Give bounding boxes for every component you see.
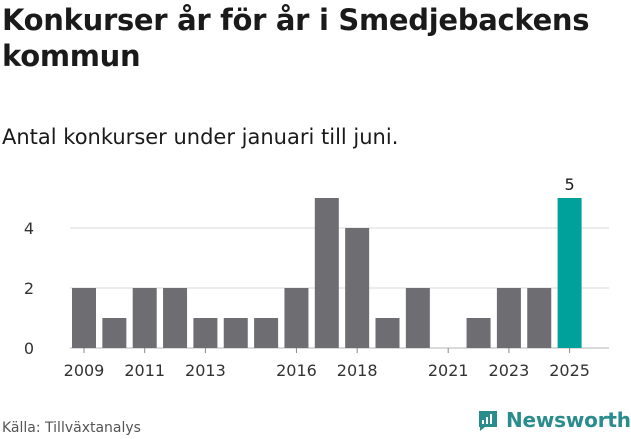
bar-2015 [254, 318, 279, 348]
bar-chart: 0 2 4 2009 2011 2013 2016 2018 2021 2023 5 2025 [24, 175, 609, 380]
y-tick-label-0: 0 [24, 339, 34, 358]
x-tick-label-2025: 2025 [549, 361, 590, 380]
bar-2012 [163, 288, 188, 348]
x-tick-label-2011: 2011 [124, 361, 165, 380]
chart-title: Konkurser år för år i Smedjebackens komm… [2, 3, 590, 73]
x-tick-label-2023: 2023 [489, 361, 530, 380]
x-tick-label-2013: 2013 [185, 361, 226, 380]
bar-2023 [496, 288, 521, 348]
bar-2011 [132, 288, 157, 348]
bar-2025 [557, 198, 582, 348]
x-tick-label-2009: 2009 [64, 361, 105, 380]
bar-2024 [527, 288, 552, 348]
x-tick-label-2016: 2016 [276, 361, 317, 380]
bar-2018 [345, 228, 370, 348]
y-tick-label-2: 2 [24, 279, 34, 298]
brand-name: Newsworthy [506, 408, 631, 432]
x-tick-label-2021: 2021 [428, 361, 469, 380]
bar-2009 [72, 288, 96, 348]
newsworthy-logo-icon [479, 411, 497, 431]
bar-2019 [375, 318, 400, 348]
chart-subtitle: Antal konkurser under januari till juni. [2, 125, 399, 149]
brand-logo: Newsworthy [476, 408, 631, 432]
data-label-2025: 5 [565, 175, 575, 194]
bar-2014 [223, 318, 248, 348]
bar-2017 [314, 198, 339, 348]
bar-2020 [405, 288, 430, 348]
y-tick-label-4: 4 [24, 219, 34, 238]
bar-2016 [284, 288, 309, 348]
bar-2022 [466, 318, 491, 348]
bar-2010 [102, 318, 127, 348]
bar-2013 [193, 318, 218, 348]
x-tick-label-2018: 2018 [337, 361, 378, 380]
source-note: Källa: Tillväxtanalys [2, 420, 141, 436]
